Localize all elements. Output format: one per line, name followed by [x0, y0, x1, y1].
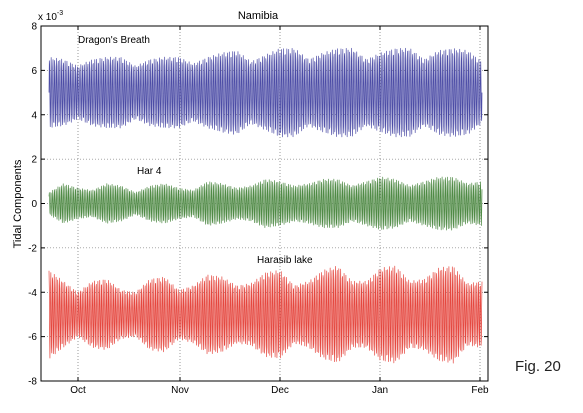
y-tick-label: 2	[31, 155, 37, 166]
y-tick-label: -2	[28, 243, 37, 254]
x-axis-ticks: Oct Nov Dec Jan Feb	[70, 26, 489, 396]
y-tick-label: -4	[28, 288, 37, 299]
series-label-harasib-lake: Harasib lake	[257, 255, 313, 266]
y-axis-label: Tidal Components	[12, 159, 24, 248]
y-tick-label: 8	[31, 22, 37, 33]
y-axis-multiplier-exponent: -3	[57, 10, 63, 17]
x-tick-label: Jan	[372, 385, 388, 396]
y-tick-label: 0	[31, 199, 37, 210]
y-tick-label: -6	[28, 332, 37, 343]
series-trace	[48, 265, 483, 364]
series-trace	[48, 176, 483, 231]
series-label-dragons-breath: Dragon's Breath	[78, 35, 150, 46]
x-tick-label: Nov	[171, 385, 189, 396]
y-tick-label: 6	[31, 66, 37, 77]
x-tick-label: Feb	[471, 385, 489, 396]
series-label-har-4: Har 4	[137, 166, 162, 177]
y-axis-multiplier-base: x 10	[38, 12, 57, 23]
figure-label: Fig. 20	[515, 358, 561, 375]
y-tick-label: 4	[31, 110, 37, 121]
series-trace	[48, 47, 483, 138]
y-tick-label: -8	[28, 377, 37, 388]
series-traces	[48, 47, 483, 364]
x-tick-label: Oct	[70, 385, 86, 396]
y-axis-ticks: -8 -6 -4 -2 0 2 4 6 8	[28, 22, 488, 388]
y-axis-multiplier: x 10-3	[38, 10, 63, 23]
chart-title: Namibia	[238, 10, 279, 22]
x-tick-label: Dec	[271, 385, 289, 396]
